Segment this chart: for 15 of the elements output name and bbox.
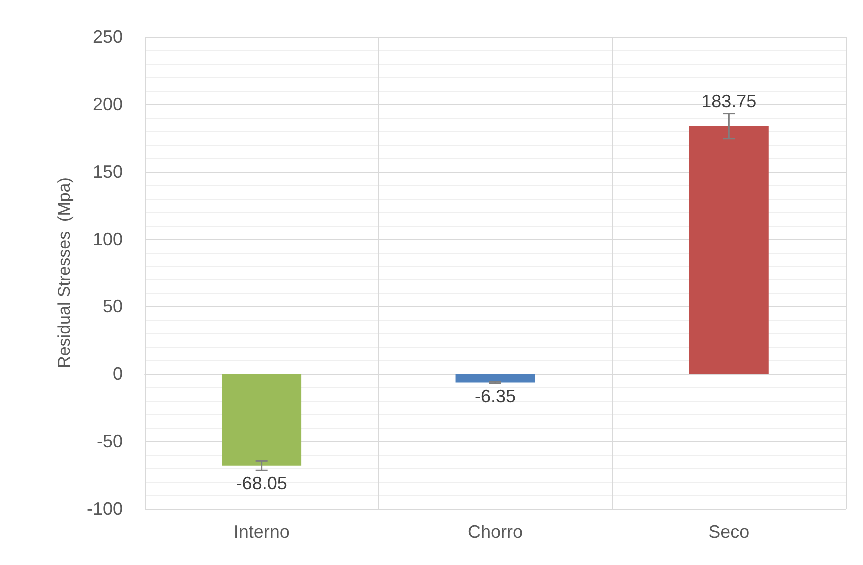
x-tick-label: Seco (708, 522, 750, 542)
y-tick-label: 100 (92, 229, 123, 250)
data-label: -68.05 (236, 473, 288, 494)
data-label: -6.35 (474, 386, 516, 406)
y-tick-label: -50 (96, 432, 123, 452)
y-tick-label: 150 (92, 162, 123, 182)
y-tick-label: 200 (92, 94, 123, 114)
x-tick-label: Interno (234, 522, 290, 542)
y-tick-label: 250 (92, 27, 123, 47)
x-tick-label: Chorro (468, 522, 524, 542)
y-axis-title: Residual Stresses (Mpa) (55, 178, 74, 368)
y-tick-label: 50 (102, 296, 123, 317)
data-label: 183.75 (702, 92, 757, 112)
y-tick-label: 0 (112, 364, 123, 384)
y-tick-label: -100 (86, 499, 123, 519)
